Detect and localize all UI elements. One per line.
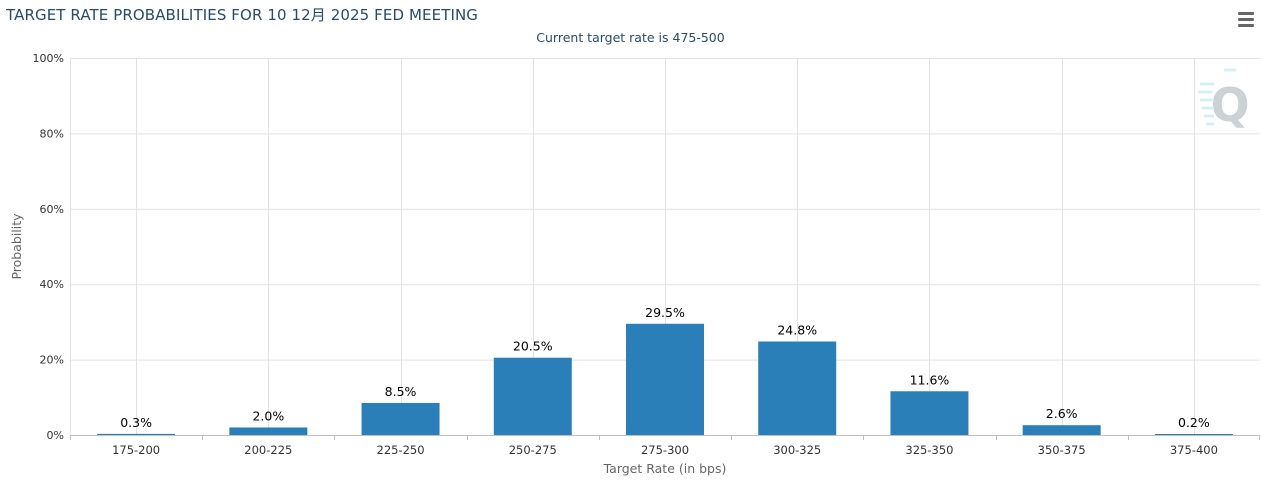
x-tick-label: 175-200 (112, 443, 160, 457)
data-label: 29.5% (645, 305, 685, 320)
y-tick-label: 60% (40, 203, 64, 216)
chart-title: TARGET RATE PROBABILITIES FOR 10 12月 202… (6, 6, 479, 24)
data-label: 8.5% (385, 384, 417, 399)
y-axis-title: Probability (9, 213, 24, 280)
hamburger-menu-icon[interactable] (1236, 12, 1258, 32)
y-axis-ticks: 0% 20% 40% 60% 80% 100% (33, 52, 64, 442)
x-tick-label: 225-250 (377, 443, 425, 457)
bar-275-300[interactable] (626, 323, 704, 435)
bar-300-325[interactable] (758, 341, 837, 435)
data-labels: 0.3% 2.0% 8.5% 20.5% 29.5% 24.8% 11.6% 2.6% 0.2% (120, 305, 1210, 430)
data-label: 0.2% (1178, 415, 1210, 430)
bar-225-250[interactable] (361, 402, 440, 435)
x-axis-ticks: 175-200 200-225 225-250 250-275 275-300 300-3… (70, 435, 1260, 457)
x-axis-title: Target Rate (in bps) (603, 461, 727, 476)
x-tick-label: 375-400 (1170, 443, 1218, 457)
bar-325-350[interactable] (890, 391, 969, 435)
y-tick-label: 0% (47, 429, 64, 442)
chart-subtitle: Current target rate is 475-500 (536, 30, 725, 45)
x-tick-label: 250-275 (509, 443, 557, 457)
data-label: 2.6% (1046, 406, 1078, 421)
bar-375-400[interactable] (1154, 434, 1233, 435)
x-tick-label: 300-325 (773, 443, 821, 457)
bar-350-375[interactable] (1022, 425, 1101, 435)
y-tick-label: 20% (40, 354, 64, 367)
y-tick-label: 40% (40, 278, 64, 291)
data-label: 24.8% (777, 323, 817, 338)
y-tick-label: 80% (40, 127, 64, 140)
bar-250-275[interactable] (493, 357, 572, 435)
x-tick-label: 350-375 (1038, 443, 1086, 457)
x-tick-label: 200-225 (244, 443, 292, 457)
bar-200-225[interactable] (229, 427, 308, 435)
data-label: 20.5% (513, 339, 553, 354)
bars (97, 323, 1233, 435)
x-tick-label: 325-350 (905, 443, 953, 457)
data-label: 11.6% (910, 372, 950, 387)
y-tick-label: 100% (33, 52, 64, 65)
data-label: 0.3% (120, 415, 152, 430)
bar-175-200[interactable] (97, 433, 176, 435)
x-tick-label: 275-300 (641, 443, 689, 457)
watermark-letter: Q (1210, 78, 1249, 132)
data-label: 2.0% (252, 408, 284, 423)
watermark-logo-icon: Q (1198, 68, 1250, 132)
